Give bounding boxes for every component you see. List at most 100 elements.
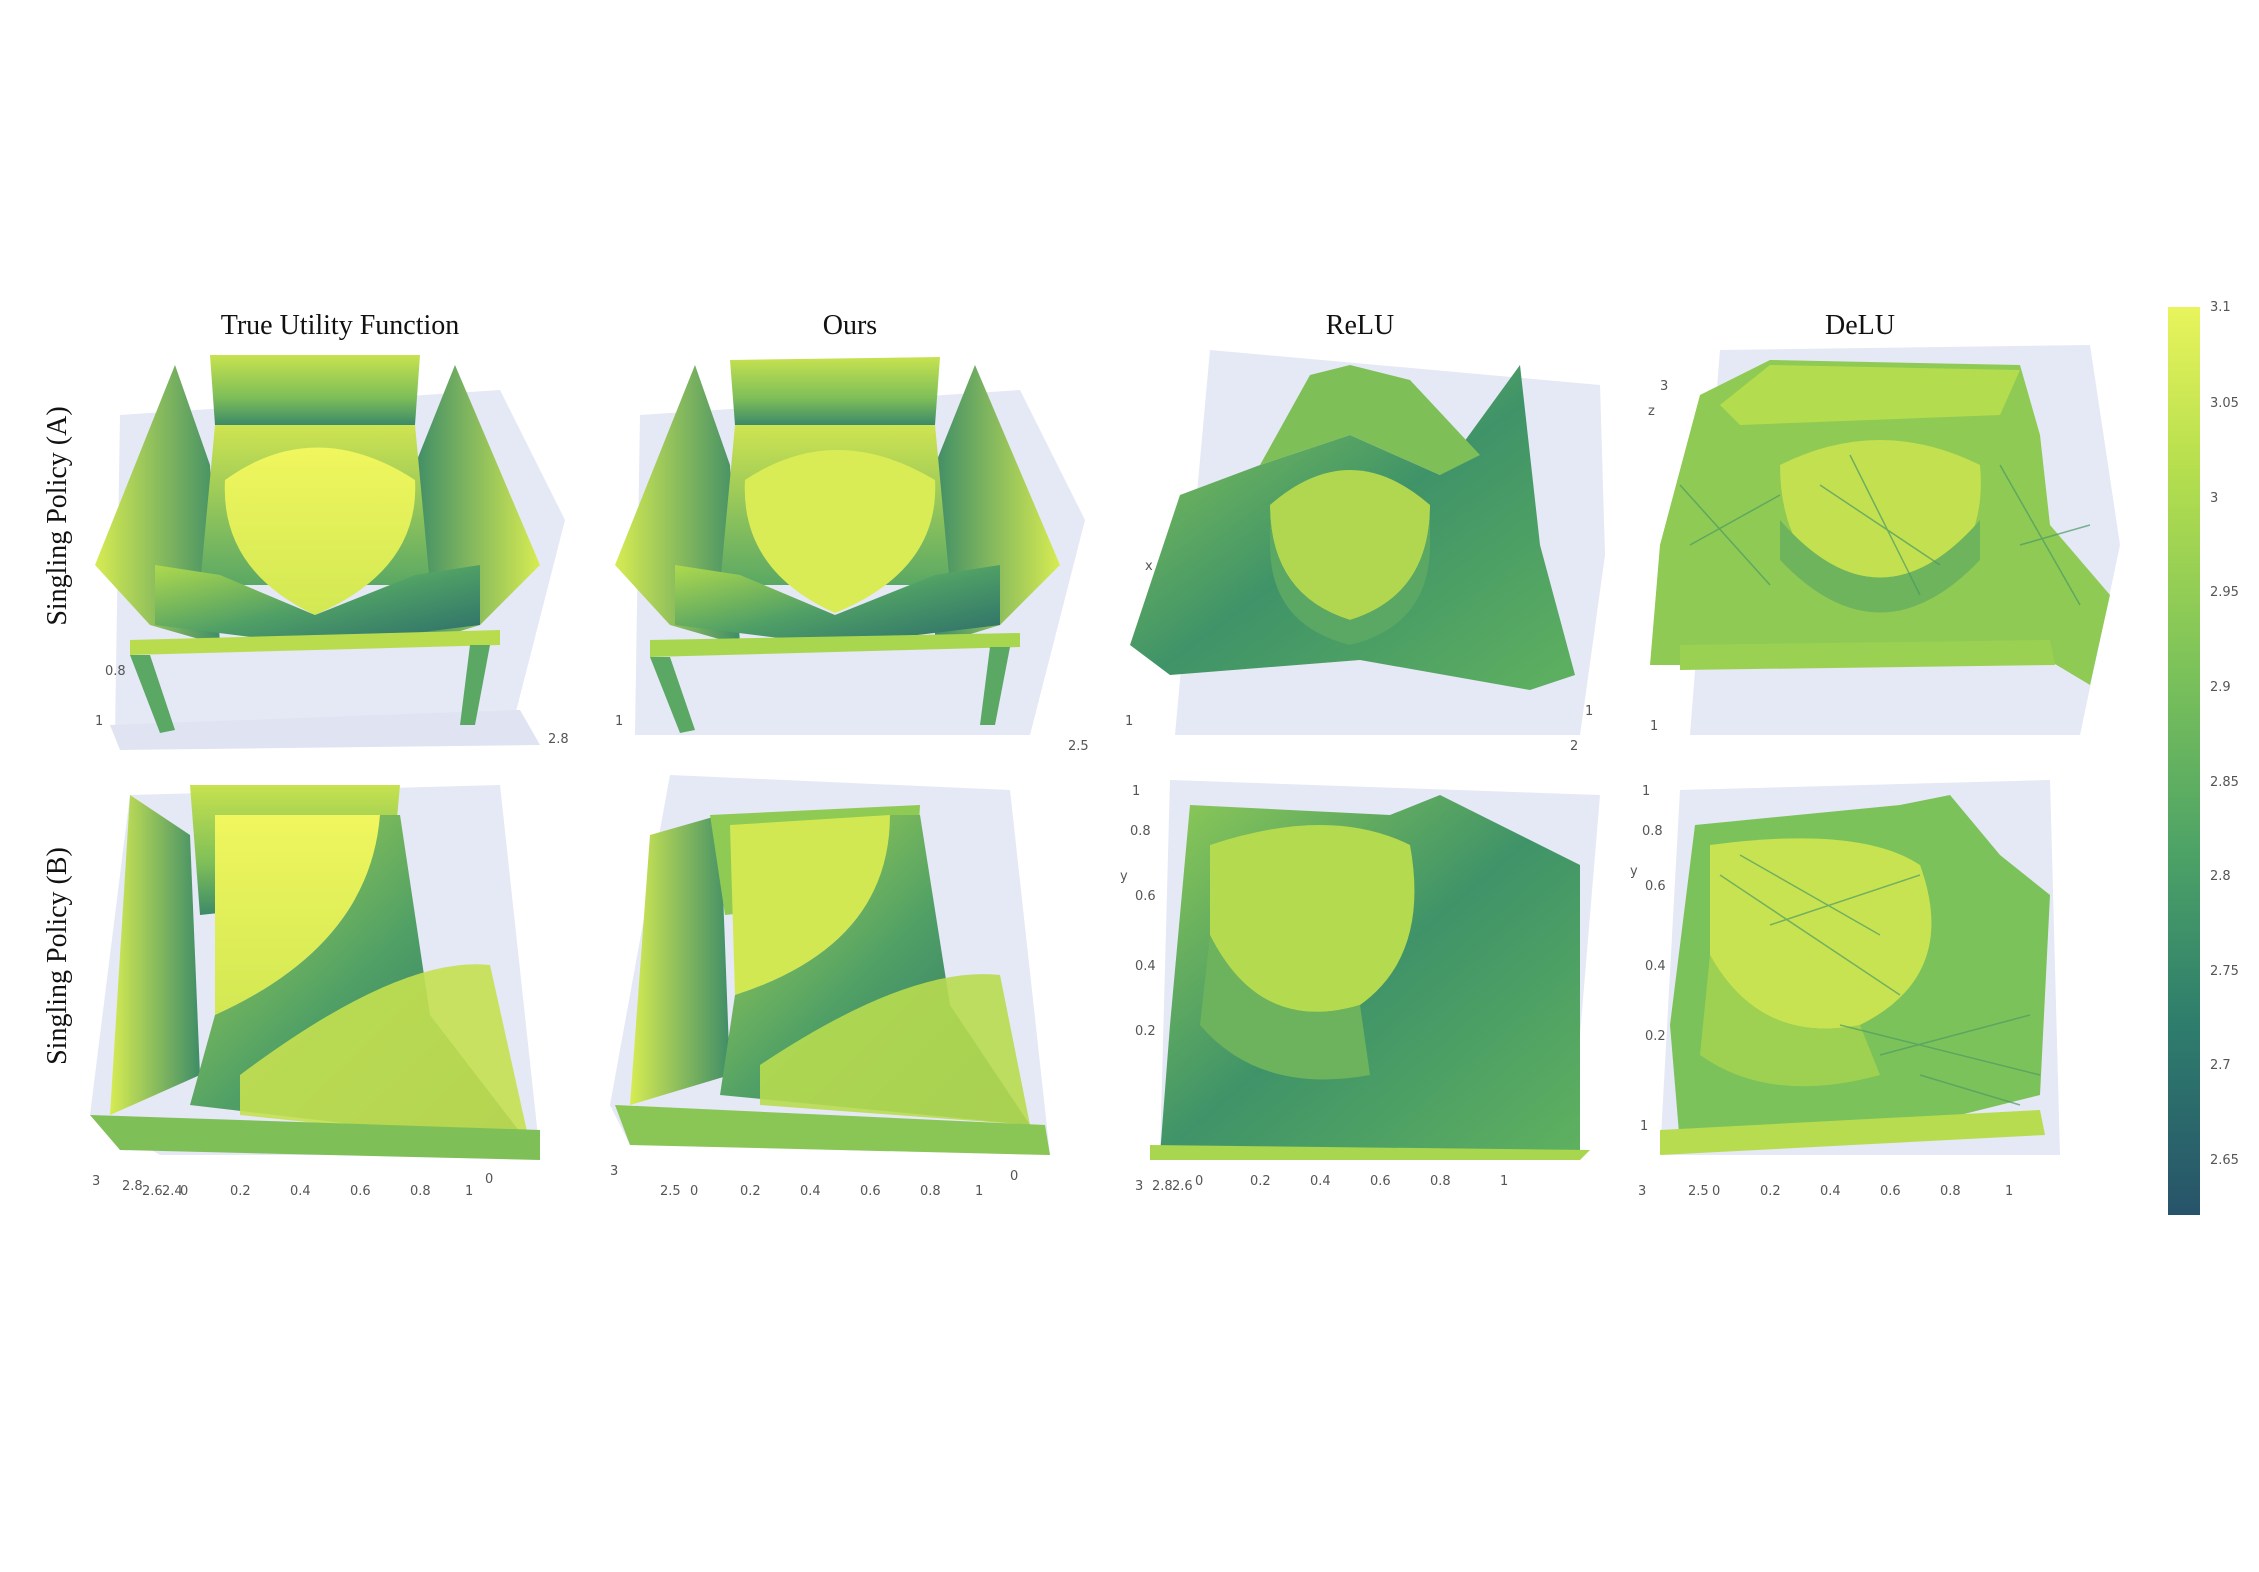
axis-tick: 2 [1570, 739, 1578, 754]
axis-tick: 0.2 [230, 1184, 251, 1199]
column-title-relu: ReLU [1325, 310, 1395, 341]
axis-tick: 1 [465, 1184, 473, 1199]
axis-tick: 0.2 [740, 1184, 761, 1199]
surface-leg-left [130, 655, 175, 733]
surface-bowl-top [224, 447, 416, 615]
surface-wall-left [110, 795, 200, 1115]
axis-tick: 0.6 [1135, 889, 1156, 904]
surface-front-edge [1150, 1145, 1590, 1160]
surface-front-leaf [760, 974, 1030, 1125]
surface-bowl-top [730, 815, 890, 995]
surface-leg-left [650, 657, 695, 733]
axis-tick: 3 [1638, 1184, 1646, 1199]
surface-back [1720, 365, 2020, 425]
panel-true-a: 0.8 1 2.8 [70, 345, 569, 765]
surface-bowl-side [1200, 935, 1370, 1080]
axis-tick: 2.4 [162, 1184, 183, 1199]
axis-tick: 0.6 [1370, 1174, 1391, 1189]
surface-front-ridge [155, 565, 480, 645]
surface-bowl-top [1270, 470, 1430, 620]
axis-tick: 0.4 [1310, 1174, 1331, 1189]
panel-relu-b: 1 0.8 y 0.6 0.4 0.2 3 2.8 2.6 0 0.2 0.4 … [1110, 775, 1600, 1195]
axis-tick: 0.4 [1820, 1184, 1841, 1199]
column-title-true: True Utility Function [220, 310, 460, 341]
panel-ours-a: 1 2.5 [590, 345, 1089, 765]
axis-tick: 0.8 [1940, 1184, 1961, 1199]
axis-tick: 0.6 [1645, 879, 1666, 894]
axis-tick: 0.8 [410, 1184, 431, 1199]
surface-front-bar [1680, 640, 2055, 670]
axis-tick: 0.8 [1642, 824, 1663, 839]
axis-tick: 1 [1500, 1174, 1508, 1189]
axis-tick: 0 [1712, 1184, 1720, 1199]
axis-tick: y [1630, 864, 1638, 879]
surface-facets [1679, 454, 2091, 606]
plot-floor-front [110, 710, 540, 750]
axis-tick: 0.2 [1135, 1024, 1156, 1039]
axis-tick: 2.6 [1172, 1179, 1193, 1194]
axis-tick: 0.6 [350, 1184, 371, 1199]
surface-front-leaf [240, 964, 530, 1145]
surface-back [210, 355, 420, 425]
surface-facets [1719, 854, 2041, 1106]
surface-bowl-side [1700, 955, 1880, 1087]
axis-tick: 0.8 [1430, 1174, 1451, 1189]
axis-tick: 1 [2005, 1184, 2013, 1199]
axis-tick: 0 [485, 1172, 493, 1187]
surface-leg-right [460, 645, 490, 725]
surface-plot-delu-a: 3 z 1 [1648, 345, 2120, 735]
surface-bowl-top [744, 450, 936, 613]
axis-tick: 3 [1135, 1179, 1143, 1194]
axis-tick: 0 [180, 1184, 188, 1199]
axis-tick: z [1648, 404, 1655, 419]
panel-delu-b: 1 0.8 y 0.6 0.4 0.2 1 3 2.5 0 0.2 0.4 0.… [1620, 775, 2110, 1199]
surface-bowl-top [215, 815, 380, 1015]
axis-tick: 1 [1650, 719, 1658, 734]
axis-tick: 1 [615, 714, 623, 729]
colorbar-tick: 2.7 [2210, 1058, 2231, 1073]
axis-tick: 2.5 [660, 1184, 681, 1199]
surface-back [730, 357, 940, 425]
axis-tick: 2.8 [122, 1179, 143, 1194]
colorbar-tick: 2.75 [2210, 964, 2239, 979]
axis-tick: 0.4 [1645, 959, 1666, 974]
axis-tick: 0.2 [1760, 1184, 1781, 1199]
surface-bowl-side [1270, 505, 1430, 645]
panel-delu-a: 3 z 1 [1620, 345, 2120, 765]
axis-tick: 3 [92, 1174, 100, 1189]
axis-tick: 1 [975, 1184, 983, 1199]
colorbar-tick: 2.9 [2210, 680, 2231, 695]
colorbar [2168, 307, 2200, 1215]
axis-tick: 0.2 [1645, 1029, 1666, 1044]
panel-true-b: 3 2.8 2.6 2.4 0 0.2 0.4 0.6 0.8 1 0 [70, 775, 560, 1199]
axis-tick: 3 [1660, 379, 1668, 394]
axis-tick: 2.8 [1152, 1179, 1173, 1194]
surface-plot-ours-b: 3 2.5 0 0.2 0.4 0.6 0.8 1 0 [610, 775, 1050, 1199]
surface-plot-ours-a: 1 2.5 [615, 357, 1089, 754]
axis-tick: 0.4 [800, 1184, 821, 1199]
colorbar-tick: 2.85 [2210, 775, 2239, 790]
axis-tick: 0.6 [1880, 1184, 1901, 1199]
axis-tick: 1 [1640, 1119, 1648, 1134]
axis-tick: 2.5 [1688, 1184, 1709, 1199]
axis-tick: 1 [95, 714, 103, 729]
axis-tick: 1 [1585, 704, 1593, 719]
panel-ours-b: 3 2.5 0 0.2 0.4 0.6 0.8 1 0 [590, 775, 1080, 1199]
axis-tick: 0 [690, 1184, 698, 1199]
axis-tick: 1 [1125, 714, 1133, 729]
surface-front-bar [130, 630, 500, 655]
axis-tick: x [1145, 559, 1153, 574]
axis-tick: 3 [610, 1164, 618, 1179]
surface-plot-delu-b: 1 0.8 y 0.6 0.4 0.2 1 3 2.5 0 0.2 0.4 0.… [1630, 780, 2060, 1199]
axis-tick: 0.8 [105, 664, 126, 679]
axis-tick: 0.2 [1250, 1174, 1271, 1189]
surface-bowl-top [1210, 825, 1415, 1012]
surface-front-edge [90, 1115, 540, 1160]
axis-tick: 0.8 [920, 1184, 941, 1199]
surface-leg-right [980, 647, 1010, 725]
axis-tick: 1 [1132, 784, 1140, 799]
surface-bowl-top [1710, 838, 1932, 1029]
surface-front-bar [650, 633, 1020, 657]
axis-tick: 2.6 [142, 1184, 163, 1199]
surface-plot-relu-b: 1 0.8 y 0.6 0.4 0.2 3 2.8 2.6 0 0.2 0.4 … [1120, 780, 1600, 1194]
